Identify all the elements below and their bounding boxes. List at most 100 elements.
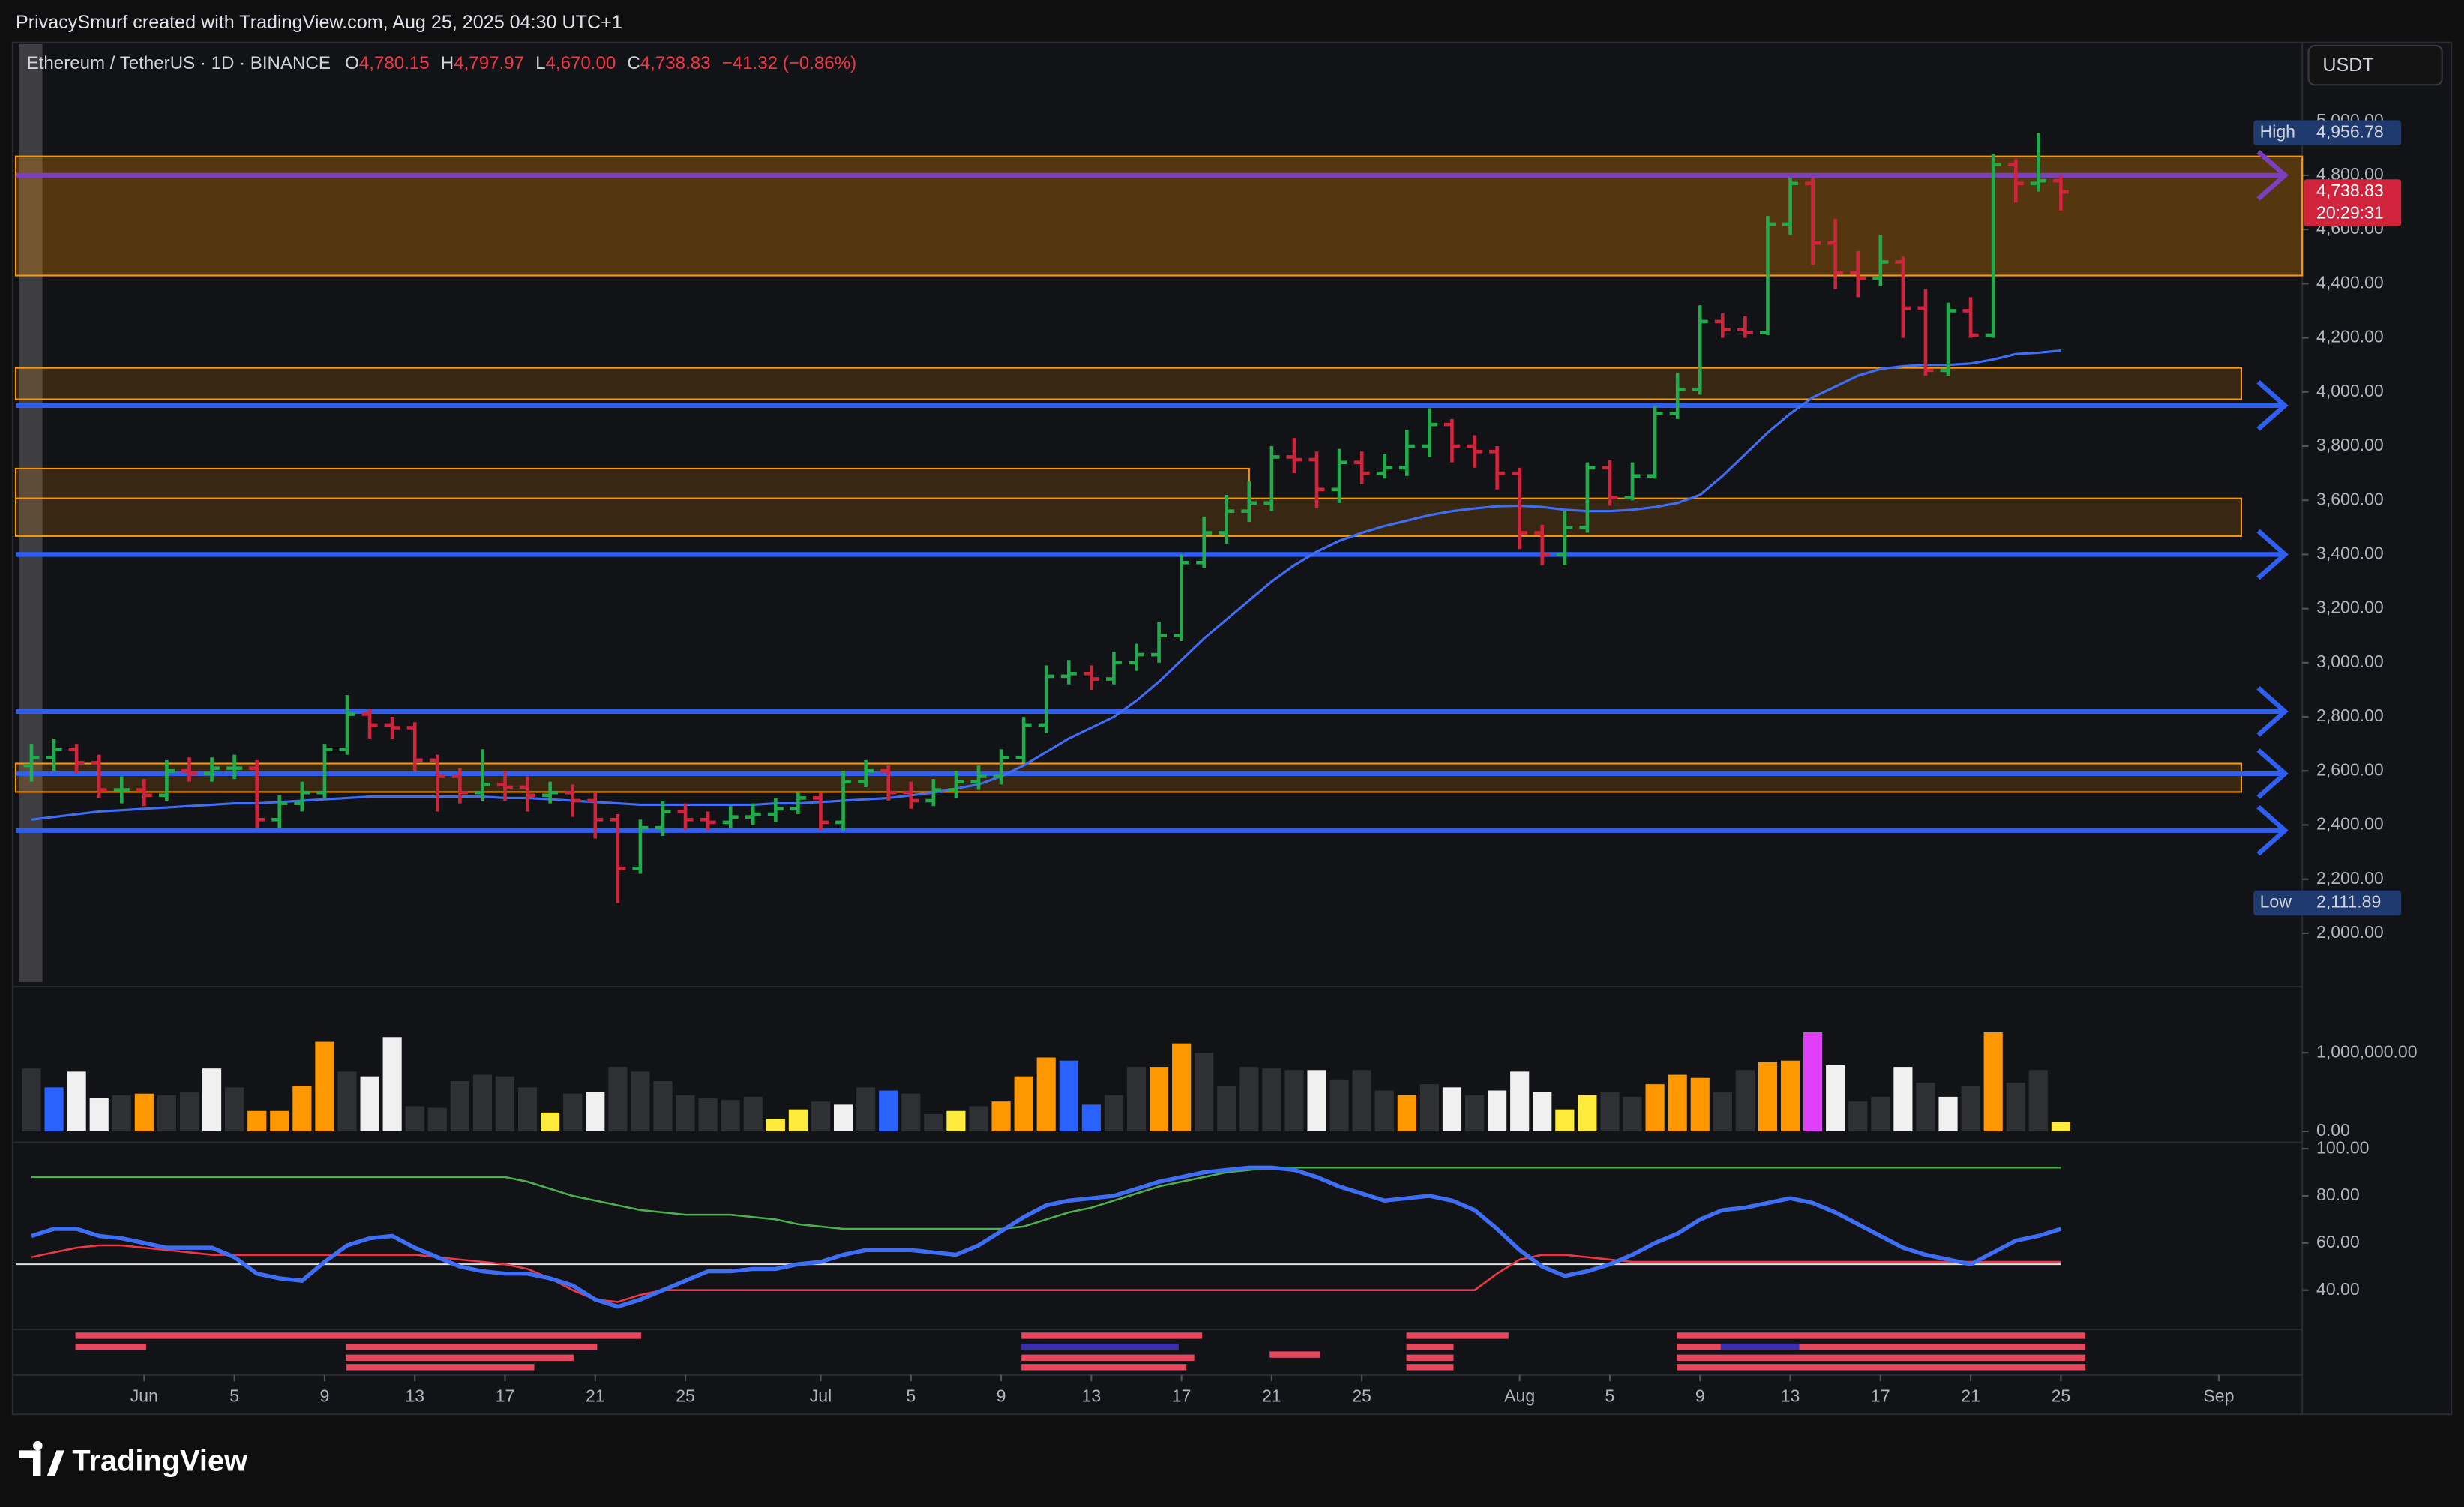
- volume-bar: [382, 1037, 402, 1132]
- low-key: L: [535, 53, 545, 73]
- volume-bar: [225, 1087, 244, 1132]
- open-key: O: [345, 53, 359, 73]
- volume-bar: [969, 1106, 988, 1132]
- volume-bar: [89, 1098, 109, 1132]
- volume-bar: [157, 1095, 177, 1132]
- level-arrow: [2256, 686, 2289, 737]
- strip: [1021, 1343, 1179, 1350]
- volume-bar: [1758, 1062, 1778, 1132]
- strip: [346, 1343, 598, 1350]
- volume-bar: [541, 1112, 560, 1132]
- volume-bar: [1217, 1086, 1236, 1132]
- last-price-box: [2304, 179, 2402, 227]
- volume-bar: [1916, 1083, 1935, 1132]
- volume-bar: [292, 1086, 312, 1132]
- volume-bar: [1195, 1053, 1214, 1132]
- volume-bar: [270, 1110, 289, 1132]
- y-tick-label: 3,000.00: [2316, 652, 2384, 671]
- left-strip: [19, 43, 43, 982]
- volume-bar: [1983, 1032, 2003, 1132]
- volume-bar: [1059, 1060, 1078, 1132]
- strip: [1406, 1332, 1509, 1339]
- volume-bar: [1081, 1104, 1101, 1132]
- y-tick-label: 4,400.00: [2316, 272, 2384, 292]
- y-tick-label: 60.00: [2316, 1232, 2360, 1251]
- x-tick-label: 25: [676, 1386, 695, 1405]
- volume-bar: [405, 1106, 424, 1132]
- volume-bar: [1397, 1095, 1416, 1132]
- strip: [346, 1354, 574, 1361]
- volume-bar: [67, 1071, 86, 1132]
- volume-bar: [766, 1119, 785, 1132]
- volume-bar: [2028, 1070, 2048, 1132]
- volume-bar: [856, 1087, 876, 1132]
- volume-bar: [563, 1093, 583, 1132]
- volume-bar: [1239, 1067, 1259, 1132]
- strip: [346, 1364, 535, 1371]
- moving-average: [31, 349, 2061, 821]
- volume-bar: [112, 1095, 131, 1132]
- volume-bar: [1262, 1068, 1281, 1132]
- volume-bar: [179, 1092, 199, 1132]
- volume-bar: [2006, 1083, 2025, 1132]
- volume-bar: [2051, 1122, 2070, 1132]
- strip: [1269, 1351, 1320, 1358]
- currency-label[interactable]: USDT: [2322, 55, 2373, 76]
- volume-bar: [1104, 1095, 1123, 1132]
- volume-bar: [315, 1041, 334, 1132]
- volume-bar: [879, 1090, 898, 1132]
- strip: [1021, 1354, 1195, 1361]
- last-price-label: 4,738.83: [2316, 181, 2384, 200]
- volume-bar: [44, 1087, 64, 1132]
- volume-bar: [1600, 1092, 1620, 1132]
- currency-button[interactable]: [2307, 44, 2443, 86]
- countdown: 20:29:31: [2316, 202, 2384, 222]
- volume-bar: [608, 1067, 628, 1132]
- y-tick-label: 4,200.00: [2316, 327, 2384, 346]
- volume-bar: [698, 1098, 718, 1132]
- strip: [1021, 1364, 1187, 1371]
- oscillator-line: [31, 1165, 2062, 1309]
- volume-bar: [134, 1093, 154, 1132]
- strip: [1406, 1343, 1454, 1350]
- volume-bar: [833, 1104, 853, 1132]
- level-arrow: [2256, 529, 2289, 580]
- volume-bar: [1871, 1096, 1890, 1132]
- volume-bar: [901, 1093, 921, 1132]
- volume-bar: [653, 1080, 673, 1132]
- x-tick-label: 9: [997, 1386, 1006, 1405]
- volume-bar: [811, 1101, 831, 1132]
- y-tick-label: 2,200.00: [2316, 868, 2384, 888]
- strip: [1677, 1332, 2085, 1339]
- volume-bar: [1149, 1067, 1169, 1132]
- strip: [1677, 1343, 2085, 1350]
- volume-bar: [743, 1096, 763, 1132]
- x-tick-label: Sep: [2203, 1386, 2234, 1405]
- volume-bar: [1329, 1079, 1349, 1132]
- volume-bar: [631, 1071, 650, 1132]
- low-marker-box: [2253, 890, 2402, 916]
- volume-bar: [495, 1076, 515, 1132]
- volume-bar: [1374, 1090, 1394, 1132]
- volume-bar: [1961, 1086, 1980, 1132]
- volume-bar: [1510, 1071, 1530, 1132]
- volume-bar: [1645, 1084, 1665, 1132]
- volume-bar: [721, 1100, 740, 1132]
- strip: [1677, 1364, 2085, 1371]
- volume-bar: [1533, 1092, 1552, 1132]
- symbol: Ethereum / TetherUS · 1D · BINANCE: [27, 53, 331, 73]
- change: −41.32 (−0.86%): [722, 53, 857, 73]
- x-tick-label: 25: [2052, 1386, 2071, 1405]
- zone: [14, 497, 2243, 537]
- x-tick-label: Aug: [1504, 1386, 1535, 1405]
- volume-bar: [586, 1092, 605, 1132]
- close-key: C: [627, 53, 640, 73]
- x-tick-label: 17: [496, 1386, 515, 1405]
- x-tick-label: 21: [1961, 1386, 1980, 1405]
- high-key: H: [441, 53, 454, 73]
- low-marker-value: 2,111.89: [2316, 892, 2381, 912]
- y-tick-label: 0.00: [2316, 1120, 2350, 1140]
- y-tick-label: 3,400.00: [2316, 544, 2384, 563]
